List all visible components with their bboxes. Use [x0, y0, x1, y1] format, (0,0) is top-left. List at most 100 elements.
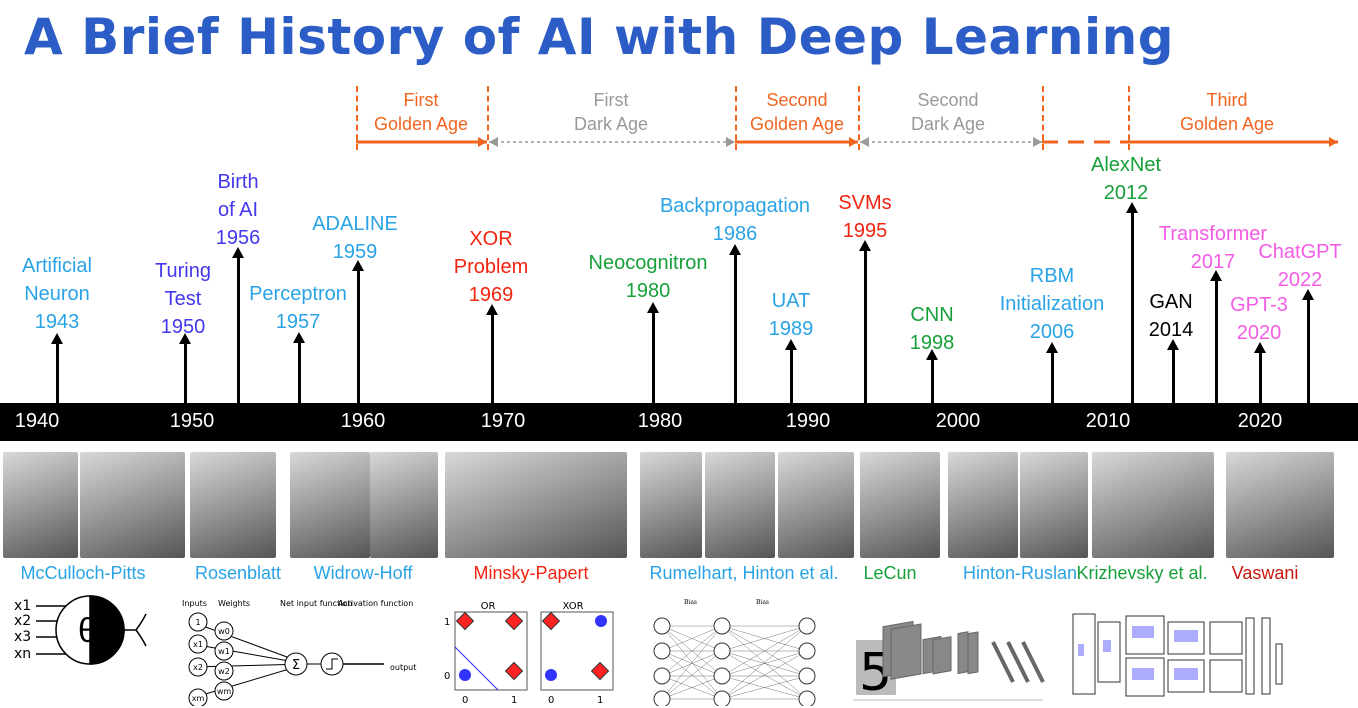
event-label-line: Neuron — [24, 283, 90, 305]
event-arrow-icon — [232, 247, 244, 403]
network-node — [653, 690, 671, 706]
weight-node: wm — [217, 687, 232, 696]
weights-header: Weights — [218, 599, 250, 608]
era-label-line: Dark Age — [910, 114, 986, 134]
event-arrow-icon — [1126, 202, 1138, 403]
portrait-photo — [1226, 452, 1334, 558]
event-label: ChatGPT 2022 — [1258, 238, 1341, 294]
perceptron-diagram: Inputs Weights Net input function Activa… — [182, 599, 416, 706]
person-name: Minsky-Papert — [473, 563, 589, 583]
portrait-photo — [948, 452, 1018, 558]
era-label: Third Golden Age — [1180, 88, 1274, 136]
sum-symbol: Σ — [292, 658, 300, 673]
era-divider — [356, 86, 358, 150]
event-label-line: Birth — [217, 171, 259, 193]
year-label: 1940 — [14, 410, 60, 432]
portrait-photo — [190, 452, 276, 558]
person-name: Rosenblatt — [194, 563, 282, 583]
network-node — [713, 690, 731, 706]
network-edge — [661, 625, 723, 700]
input-label: x2 — [14, 613, 31, 629]
era-label: Second Dark Age — [911, 88, 985, 136]
net-input-header: Net input function — [280, 599, 352, 608]
portrait-photo — [640, 452, 702, 558]
arrowhead-icon — [860, 137, 869, 147]
output-label: output — [390, 663, 416, 672]
portrait-photo — [370, 452, 438, 558]
event-label-line: 1959 — [332, 241, 378, 263]
event-label-line: 1943 — [34, 311, 80, 333]
era-label-line: Third — [1206, 90, 1248, 110]
network-edge — [661, 675, 723, 700]
event-label: Perceptron 1957 — [249, 280, 347, 336]
event-label: Neocognitron 1980 — [589, 249, 708, 305]
network-node — [713, 667, 731, 685]
arrowhead-icon — [1329, 137, 1338, 147]
event-arrow-icon — [1046, 342, 1058, 403]
network-node — [798, 690, 816, 706]
era-label: First Golden Age — [374, 88, 468, 136]
event-label-line: 2022 — [1277, 269, 1323, 291]
era-label-line: Second — [917, 90, 979, 110]
event-label: ADALINE 1959 — [312, 210, 398, 266]
event-label: XOR Problem 1969 — [454, 225, 528, 309]
person-name: Widrow-Hoff — [313, 563, 413, 583]
event-label-line: UAT — [771, 290, 811, 312]
arrowhead-icon — [849, 137, 858, 147]
network-edge — [661, 650, 723, 700]
event-label: RBM Initialization 2006 — [1000, 262, 1105, 346]
input-label: x3 — [14, 629, 31, 645]
portrait-photo — [445, 452, 627, 558]
event-label: Artificial Neuron 1943 — [22, 252, 92, 336]
event-label-line: GPT-3 — [1230, 294, 1288, 316]
input-label: xn — [14, 646, 31, 662]
event-arrow-icon — [1302, 289, 1314, 403]
event-label-line: 1998 — [909, 332, 955, 354]
tick: 1 — [444, 617, 450, 628]
event-label-line: Artificial — [21, 255, 93, 277]
network-edge — [661, 625, 723, 677]
year-label: 2020 — [1237, 410, 1283, 432]
event-label-line: CNN — [910, 304, 954, 326]
era-divider — [1042, 86, 1044, 150]
xor-title: XOR — [562, 601, 583, 612]
event-label-line: Backpropagation — [659, 195, 811, 217]
event-label-line: 1989 — [768, 318, 814, 340]
event-label: Transformer 2017 — [1159, 220, 1267, 276]
event-label-line: 1995 — [842, 220, 888, 242]
tick: 1 — [597, 695, 603, 706]
person-name: Rumelhart, Hinton et al. — [649, 563, 839, 583]
network-node — [798, 642, 816, 660]
input-node: 1 — [195, 618, 200, 627]
event-label-line: Test — [164, 288, 202, 310]
portrait-photo — [290, 452, 370, 558]
era-label-line: Dark Age — [573, 114, 649, 134]
event-label: Birth of AI 1956 — [216, 168, 261, 252]
portrait-photo — [705, 452, 775, 558]
event-label: GAN 2014 — [1149, 288, 1194, 344]
arrowhead-icon — [489, 137, 498, 147]
event-arrow-icon — [1167, 339, 1179, 403]
or-xor-plot: OR XOR 1 0 0 1 0 1 — [444, 601, 614, 706]
person-name: LeCun — [863, 563, 917, 583]
input-label: x1 — [14, 598, 31, 614]
year-label: 1970 — [480, 410, 526, 432]
event-label: AlexNet 2012 — [1091, 151, 1161, 207]
era-arrows — [356, 137, 1338, 147]
event-arrow-icon — [486, 304, 498, 403]
era-label-line: First — [593, 90, 629, 110]
event-label-line: 2020 — [1236, 322, 1282, 344]
era-divider — [858, 86, 860, 150]
era-divider — [487, 86, 489, 150]
event-arrow-icon — [1210, 270, 1222, 403]
arrowhead-icon — [1033, 137, 1042, 147]
event-label-line: SVMs — [838, 192, 892, 214]
event-arrow-icon — [785, 339, 797, 403]
network-edge — [721, 625, 808, 652]
person-name: McCulloch-Pitts — [20, 563, 146, 583]
event-label-line: Turing — [155, 260, 211, 282]
era-label-line: Golden Age — [749, 114, 845, 134]
network-edge — [661, 650, 723, 677]
network-edge — [721, 625, 808, 700]
network-edge — [721, 650, 808, 677]
